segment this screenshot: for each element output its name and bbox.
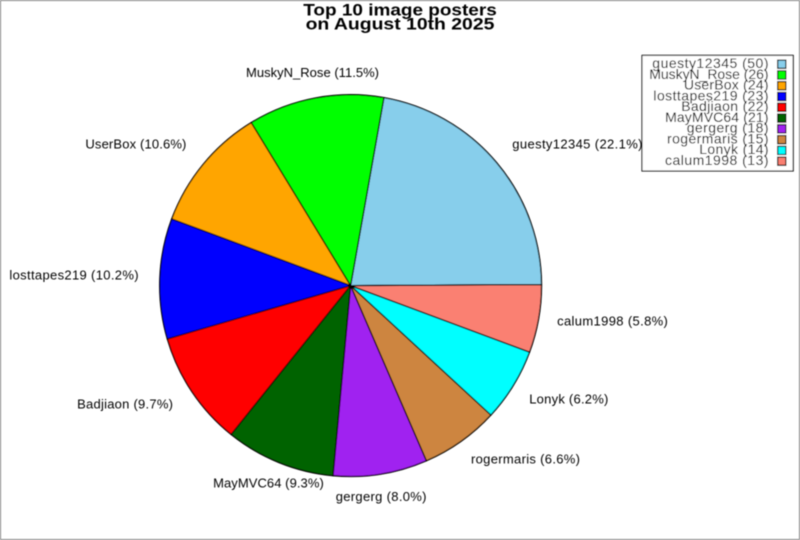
svg-text:calum1998 (5.8%): calum1998 (5.8%) <box>557 313 668 328</box>
svg-text:gergerg (18): gergerg (18) <box>687 120 769 136</box>
svg-text:MayMVC64 (9.3%): MayMVC64 (9.3%) <box>213 476 324 491</box>
svg-text:guesty12345 (22.1%): guesty12345 (22.1%) <box>512 137 642 152</box>
svg-text:Top 10 image posters: Top 10 image posters <box>303 0 497 19</box>
svg-text:Lonyk (6.2%): Lonyk (6.2%) <box>529 392 608 407</box>
svg-text:UserBox (10.6%): UserBox (10.6%) <box>85 137 186 152</box>
svg-text:losttapes219 (10.2%): losttapes219 (10.2%) <box>9 268 138 283</box>
svg-text:Badjiaon (22): Badjiaon (22) <box>681 98 768 114</box>
svg-text:MuskyN_Rose (26): MuskyN_Rose (26) <box>649 66 768 82</box>
svg-text:rogermaris (15): rogermaris (15) <box>667 130 769 146</box>
svg-text:guesty12345 (50): guesty12345 (50) <box>652 55 768 71</box>
svg-text:gergerg (8.0%): gergerg (8.0%) <box>336 489 427 504</box>
svg-text:MuskyN_Rose (11.5%): MuskyN_Rose (11.5%) <box>246 65 379 80</box>
svg-text:calum1998 (13): calum1998 (13) <box>665 152 769 168</box>
svg-text:on August 10th 2025: on August 10th 2025 <box>306 14 495 33</box>
svg-text:MayMVC64 (21): MayMVC64 (21) <box>665 109 768 125</box>
svg-text:losttapes219 (23): losttapes219 (23) <box>653 87 768 103</box>
svg-text:Badjiaon (9.7%): Badjiaon (9.7%) <box>77 397 173 412</box>
svg-text:Lonyk (14): Lonyk (14) <box>699 141 768 157</box>
svg-text:UserBox (24): UserBox (24) <box>684 77 769 93</box>
svg-text:rogermaris (6.6%): rogermaris (6.6%) <box>471 452 580 467</box>
